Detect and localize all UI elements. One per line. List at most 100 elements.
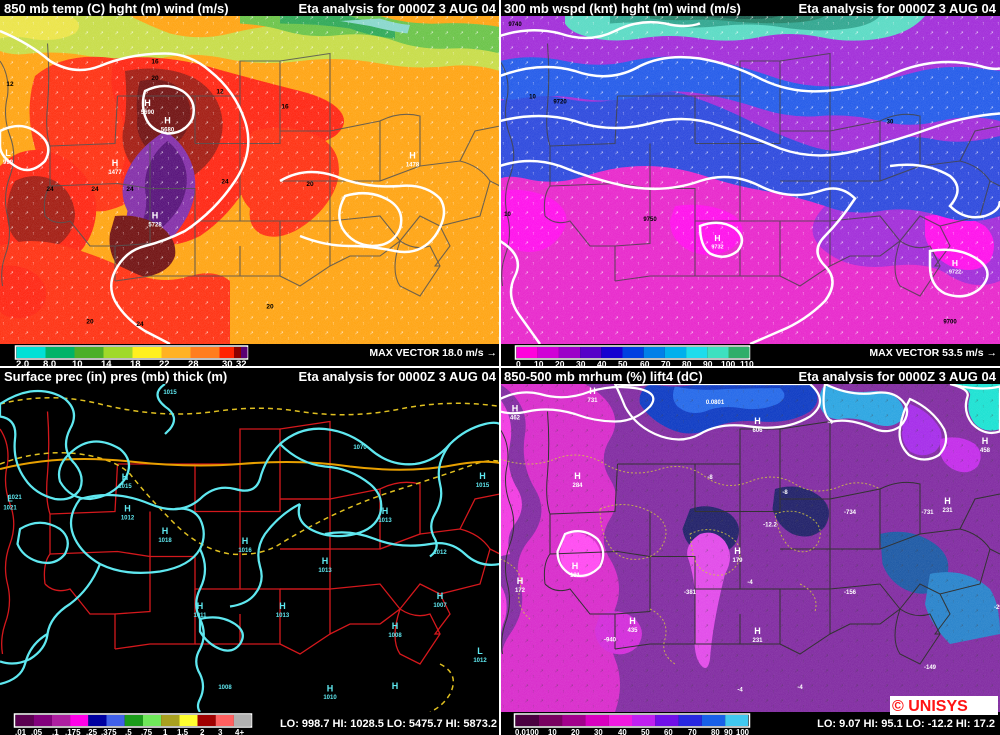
- svg-text:1021: 1021: [3, 506, 17, 512]
- svg-text:-381: -381: [684, 590, 697, 596]
- svg-text:L: L: [477, 646, 483, 656]
- svg-text:1008: 1008: [218, 685, 232, 691]
- svg-text:H: H: [734, 546, 741, 556]
- svg-text:H: H: [124, 504, 131, 514]
- svg-text:10: 10: [529, 95, 536, 101]
- svg-text:.05: .05: [31, 728, 43, 735]
- svg-text:179: 179: [732, 558, 743, 564]
- svg-text:1013: 1013: [318, 568, 332, 574]
- svg-text:.1: .1: [52, 728, 59, 735]
- svg-text:H: H: [144, 98, 151, 108]
- svg-text:H: H: [517, 576, 524, 586]
- svg-text:172: 172: [515, 588, 526, 594]
- svg-text:24: 24: [221, 179, 229, 186]
- svg-text:12: 12: [6, 81, 14, 88]
- svg-text:H: H: [112, 158, 119, 168]
- svg-text:0.0100: 0.0100: [515, 728, 540, 735]
- svg-text:-8: -8: [782, 490, 788, 496]
- svg-text:-8: -8: [707, 475, 713, 481]
- svg-text:LO: 9.07 HI: 95.1 LO: -12.2: LO: 9.07 HI: 95.1 LO: -12.2 HI: 17.2: [817, 718, 995, 730]
- svg-text:2: 2: [200, 728, 205, 735]
- svg-text:20: 20: [571, 728, 580, 735]
- svg-text:-12.2: -12.2: [763, 523, 777, 529]
- svg-text:30: 30: [594, 728, 603, 735]
- svg-text:-294: -294: [994, 605, 1000, 611]
- svg-text:1: 1: [163, 728, 168, 735]
- svg-text:24: 24: [136, 321, 144, 328]
- svg-text:H: H: [629, 616, 636, 626]
- svg-text:-940: -940: [604, 638, 617, 644]
- svg-text:H: H: [122, 472, 129, 482]
- svg-text:4+: 4+: [235, 728, 244, 735]
- svg-text:462: 462: [510, 416, 521, 422]
- svg-text:0.0801: 0.0801: [706, 400, 725, 406]
- svg-text:1018: 1018: [158, 538, 172, 544]
- svg-text:100: 100: [736, 728, 750, 735]
- svg-text:H: H: [437, 591, 444, 601]
- svg-text:731: 731: [587, 398, 598, 404]
- svg-text:1016: 1016: [238, 548, 252, 554]
- svg-text:1.5: 1.5: [177, 728, 189, 735]
- svg-text:5690: 5690: [141, 110, 155, 116]
- svg-text:-4: -4: [737, 688, 743, 694]
- svg-text:16: 16: [281, 104, 289, 111]
- svg-text:40: 40: [618, 728, 627, 735]
- svg-text:9732: 9732: [711, 245, 723, 251]
- svg-text:284: 284: [572, 483, 583, 489]
- svg-text:60: 60: [664, 728, 673, 735]
- svg-text:H: H: [162, 526, 169, 536]
- svg-text:-731: -731: [921, 510, 934, 516]
- svg-text:50: 50: [641, 728, 650, 735]
- svg-text:1013: 1013: [378, 518, 392, 524]
- svg-text:H: H: [152, 211, 159, 221]
- svg-text:H: H: [952, 258, 958, 268]
- svg-text:5728: 5728: [148, 223, 162, 229]
- svg-text:H: H: [392, 621, 399, 631]
- svg-text:231: 231: [752, 638, 763, 644]
- svg-text:H: H: [982, 436, 989, 446]
- svg-text:H: H: [754, 626, 761, 636]
- svg-text:-149: -149: [924, 665, 937, 671]
- svg-text:.01: .01: [15, 728, 27, 735]
- svg-text:131: 131: [570, 573, 581, 579]
- svg-text:1015: 1015: [163, 390, 177, 396]
- svg-text:20: 20: [151, 75, 159, 82]
- svg-text:H: H: [479, 471, 486, 481]
- svg-text:H: H: [589, 386, 596, 396]
- svg-text:H: H: [382, 506, 389, 516]
- svg-text:231: 231: [942, 508, 953, 514]
- svg-text:1013: 1013: [276, 613, 290, 619]
- svg-text:-4: -4: [827, 420, 833, 426]
- svg-text:9740: 9740: [508, 22, 522, 28]
- svg-text:1070: 1070: [353, 445, 367, 451]
- svg-text:-4: -4: [797, 685, 803, 691]
- svg-text:.5: .5: [125, 728, 132, 735]
- svg-text:12: 12: [216, 89, 224, 96]
- svg-text:H: H: [197, 601, 204, 611]
- svg-text:1011: 1011: [193, 613, 207, 619]
- svg-text:1010: 1010: [323, 695, 337, 701]
- svg-text:H: H: [242, 536, 249, 546]
- svg-text:1012: 1012: [433, 550, 447, 556]
- svg-text:606: 606: [752, 428, 763, 434]
- svg-text:24: 24: [91, 186, 99, 193]
- svg-text:70: 70: [688, 728, 697, 735]
- svg-text:-156: -156: [844, 590, 857, 596]
- svg-text:H: H: [714, 233, 720, 243]
- svg-text:1015: 1015: [476, 483, 490, 489]
- svg-text:H: H: [572, 561, 579, 571]
- svg-text:458: 458: [980, 448, 991, 454]
- svg-text:999: 999: [3, 160, 14, 166]
- svg-text:9720: 9720: [553, 100, 567, 106]
- svg-text:10: 10: [548, 728, 557, 735]
- svg-text:9750: 9750: [643, 217, 657, 223]
- svg-text:435: 435: [627, 628, 638, 634]
- svg-text:-734: -734: [844, 510, 857, 516]
- svg-text:80: 80: [711, 728, 720, 735]
- svg-text:H: H: [754, 416, 761, 426]
- svg-text:1478: 1478: [406, 163, 420, 169]
- svg-text:1007: 1007: [433, 603, 447, 609]
- svg-text:.25: .25: [86, 728, 98, 735]
- svg-text:16: 16: [151, 59, 159, 66]
- svg-text:MAX VECTOR 18.0 m/s →: MAX VECTOR 18.0 m/s →: [369, 347, 497, 359]
